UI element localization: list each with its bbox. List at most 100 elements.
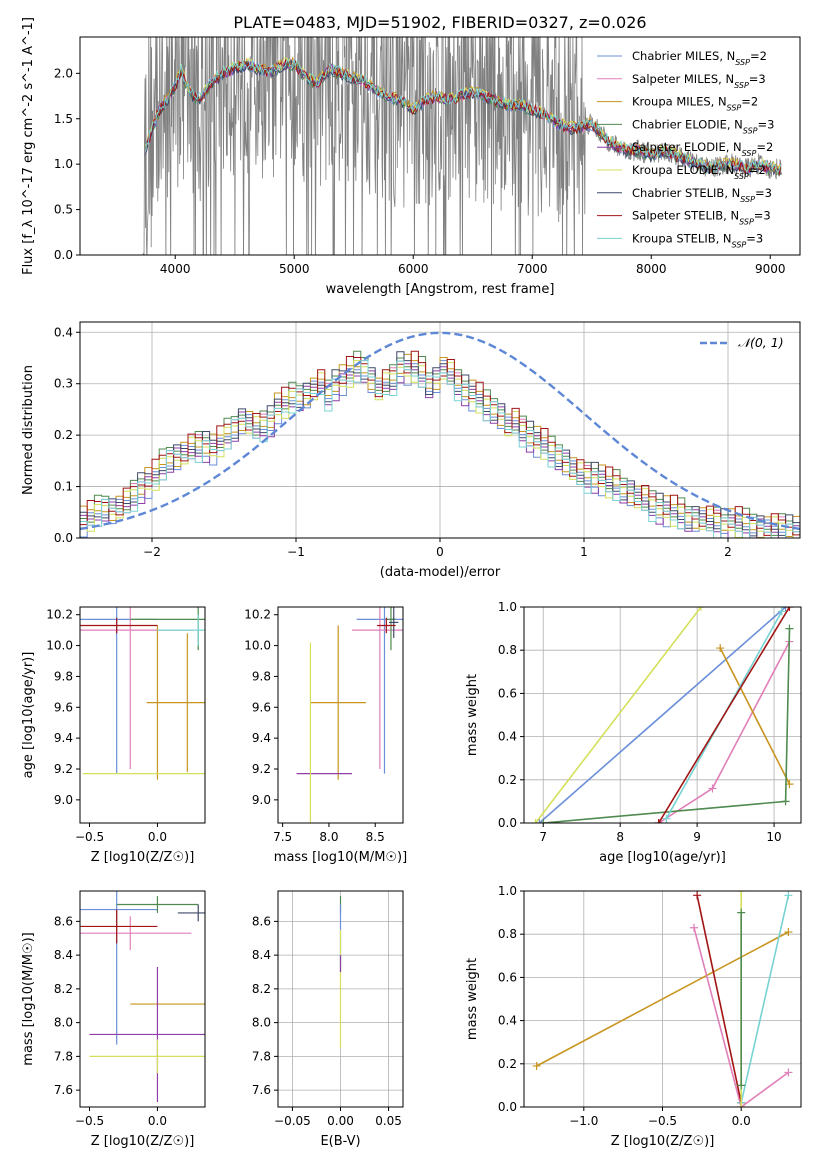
spectrum-ytick-label: 1.5 xyxy=(54,112,73,126)
weight_vs_age-xtick-label: 7 xyxy=(539,830,547,844)
residuals-ylabel: Normed distribution xyxy=(21,365,36,495)
weight_vs_age-series-marker xyxy=(662,814,671,823)
weight_vs_Z-series-line xyxy=(693,927,789,1107)
legend-label-7: Salpeter STELIB, NSSP=3 xyxy=(632,209,771,227)
legend-label-1: Salpeter MILES, NSSP=3 xyxy=(632,72,766,90)
model-line-7 xyxy=(145,58,782,176)
weight_vs_age-ytick-label: 1.0 xyxy=(498,600,517,614)
age_vs_mass-plot-area xyxy=(296,607,403,823)
weight_vs_Z-ytick-label: 0.8 xyxy=(498,927,517,941)
legend-label-3: Chabrier ELODIE, NSSP=3 xyxy=(632,117,774,135)
age_vs_mass-panel xyxy=(274,606,404,827)
mass_vs_ebv-xtick-label: 0.05 xyxy=(375,1114,402,1128)
weight_vs_Z-xtick-label: −1.0 xyxy=(569,1114,598,1128)
weight_vs_Z-series-marker xyxy=(737,891,746,895)
residuals-xtick-label: 1 xyxy=(580,545,588,559)
spectrum-xtick-label: 6000 xyxy=(398,262,429,276)
weight_vs_age-series-line xyxy=(543,628,791,823)
residuals-xtick-label: 0 xyxy=(436,545,444,559)
mass_vs_ebv-ytick-label: 7.8 xyxy=(252,1049,271,1063)
mass_vs_Z-ytick-label: 8.6 xyxy=(54,914,73,928)
weight_vs_Z-series-marker xyxy=(737,1081,746,1090)
weight_vs_age-xtick-label: 10 xyxy=(766,830,781,844)
residual-histogram-7 xyxy=(80,350,800,536)
spectrum-ytick-label: 2.0 xyxy=(54,66,73,80)
weight_vs_Z-ytick-label: 0.4 xyxy=(498,1014,517,1028)
legend-label-6: Chabrier STELIB, NSSP=3 xyxy=(632,186,772,204)
mass_vs_Z-xtick-label: 0.0 xyxy=(148,1114,167,1128)
weight_vs_age-series-marker xyxy=(535,819,544,823)
legend-normal-label: 𝒩(0, 1) xyxy=(738,335,784,350)
weight_vs_age-xlabel: age [log10(age/yr)] xyxy=(599,850,726,865)
weight_vs_Z-ytick-label: 0.6 xyxy=(498,970,517,984)
spectrum-xtick-label: 7000 xyxy=(517,262,548,276)
age_vs_mass-xtick-label: 7.5 xyxy=(273,830,292,844)
age_vs_mass-xlabel: mass [log10(M/M☉)] xyxy=(274,850,407,865)
mass_vs_Z-ytick-label: 7.6 xyxy=(54,1083,73,1097)
weight_vs_age-frame xyxy=(523,606,802,824)
weight_vs_Z-series-line xyxy=(696,895,742,1103)
spectrum-frame xyxy=(79,36,801,256)
figure-title: PLATE=0483, MJD=51902, FIBERID=0327, z=0… xyxy=(233,13,646,32)
age_vs_mass-ytick-label: 9.2 xyxy=(252,762,271,776)
weight_vs_Z-ytick-label: 0.0 xyxy=(498,1100,517,1114)
spectrum-plot-area xyxy=(142,37,782,255)
mass_vs_ebv-ytick-label: 8.0 xyxy=(252,1016,271,1030)
mass_vs_ebv-ytick-label: 8.2 xyxy=(252,982,271,996)
weight_vs_age-ytick-label: 0.8 xyxy=(498,643,517,657)
age_vs_Z-plot-area xyxy=(80,607,205,780)
weight_vs_age-xtick-label: 9 xyxy=(693,830,701,844)
weight_vs_age-series-line xyxy=(534,607,702,823)
weight_vs_Z-plot-area xyxy=(532,891,793,1107)
residuals-ytick-label: 0.4 xyxy=(54,325,73,339)
residuals-plot-area xyxy=(80,331,800,538)
legend-label-2: Kroupa MILES, NSSP=2 xyxy=(632,95,758,113)
mass_vs_ebv-panel xyxy=(274,890,404,1111)
spectrum-ytick-label: 0.5 xyxy=(54,203,73,217)
age_vs_Z-ytick-label: 10.0 xyxy=(46,639,73,653)
spectrum-xtick-label: 8000 xyxy=(636,262,667,276)
residuals-xtick-label: 2 xyxy=(724,545,732,559)
model-line-8 xyxy=(145,58,782,173)
weight_vs_age-series-line xyxy=(719,647,791,785)
age_vs_Z-ytick-label: 9.8 xyxy=(54,669,73,683)
weight_vs_Z-xtick-label: −0.5 xyxy=(648,1114,677,1128)
mass_vs_Z-xtick-label: −0.5 xyxy=(75,1114,104,1128)
legend-label-5: Kroupa ELODIE, NSSP=2 xyxy=(632,163,766,181)
age_vs_Z-panel xyxy=(76,606,206,827)
mass_vs_Z-ytick-label: 7.8 xyxy=(54,1049,73,1063)
spectrum-xtick-label: 4000 xyxy=(160,262,191,276)
weight_vs_Z-ytick-label: 1.0 xyxy=(498,884,517,898)
weight_vs_age-series-line xyxy=(538,607,787,823)
mass_vs_ebv-xtick-label: −0.05 xyxy=(274,1114,311,1128)
age_vs_Z-xlabel: Z [log10(Z/Z☉)] xyxy=(91,850,195,865)
weight_vs_age-ytick-label: 0.2 xyxy=(498,773,517,787)
age_vs_Z-ytick-label: 9.4 xyxy=(54,731,73,745)
mass_vs_ebv-frame xyxy=(277,890,404,1108)
residuals-ytick-label: 0.3 xyxy=(54,377,73,391)
weight_vs_Z-series-marker xyxy=(784,891,793,900)
weight_vs_Z-series-marker xyxy=(737,1103,746,1107)
mass_vs_ebv-ytick-label: 8.4 xyxy=(252,948,271,962)
age_vs_Z-ytick-label: 10.2 xyxy=(46,608,73,622)
mass_vs_ebv-xtick-label: 0.00 xyxy=(327,1114,354,1128)
weight_vs_age-xtick-label: 8 xyxy=(616,830,624,844)
weight_vs_Z-panel xyxy=(520,890,802,1111)
residual-histogram-8 xyxy=(80,360,800,538)
age_vs_mass-ytick-label: 10.2 xyxy=(244,608,271,622)
age_vs_mass-xtick-label: 8.0 xyxy=(319,830,338,844)
weight_vs_age-series-marker xyxy=(654,819,663,823)
weight_vs_age-series-marker xyxy=(777,607,786,616)
weight_vs_age-ytick-label: 0.4 xyxy=(498,730,517,744)
age_vs_mass-ytick-label: 9.6 xyxy=(252,700,271,714)
weight_vs_age-series-marker xyxy=(531,819,540,823)
age_vs_Z-frame xyxy=(79,606,206,824)
weight_vs_age-ytick-label: 0.0 xyxy=(498,816,517,830)
age_vs_Z-ytick-label: 9.0 xyxy=(54,793,73,807)
weight_vs_Z-ytick-label: 0.2 xyxy=(498,1057,517,1071)
weight_vs_Z-series-line xyxy=(740,895,790,1103)
weight_vs_age-series-marker xyxy=(785,607,794,611)
mass_vs_Z-ytick-label: 8.4 xyxy=(54,948,73,962)
weight_vs_age-series-marker xyxy=(539,819,548,823)
weight_vs_age-ylabel: mass weight xyxy=(465,674,480,756)
